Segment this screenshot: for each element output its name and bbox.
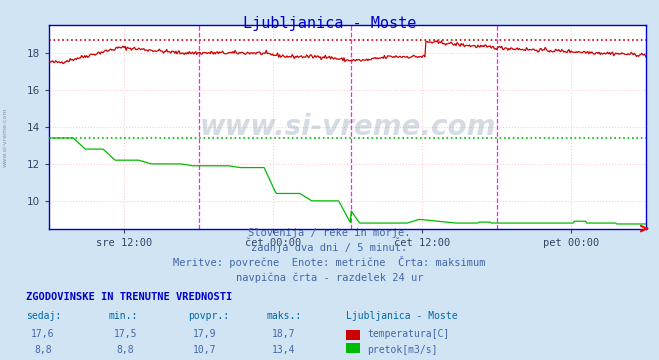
Text: www.si-vreme.com: www.si-vreme.com <box>3 107 8 167</box>
Text: 18,7: 18,7 <box>272 329 295 339</box>
Text: min.:: min.: <box>109 311 138 321</box>
Text: 8,8: 8,8 <box>34 345 51 355</box>
Text: 17,6: 17,6 <box>31 329 55 339</box>
Text: Ljubljanica - Moste: Ljubljanica - Moste <box>243 16 416 31</box>
Text: zadnja dva dni / 5 minut.: zadnja dva dni / 5 minut. <box>251 243 408 253</box>
Text: Slovenija / reke in morje.: Slovenija / reke in morje. <box>248 228 411 238</box>
Text: ZGODOVINSKE IN TRENUTNE VREDNOSTI: ZGODOVINSKE IN TRENUTNE VREDNOSTI <box>26 292 233 302</box>
Text: 8,8: 8,8 <box>117 345 134 355</box>
Text: sedaj:: sedaj: <box>26 311 61 321</box>
Text: povpr.:: povpr.: <box>188 311 229 321</box>
Text: 17,9: 17,9 <box>192 329 216 339</box>
Text: navpična črta - razdelek 24 ur: navpična črta - razdelek 24 ur <box>236 273 423 283</box>
Text: Ljubljanica - Moste: Ljubljanica - Moste <box>346 311 457 321</box>
Text: maks.:: maks.: <box>267 311 302 321</box>
Text: 17,5: 17,5 <box>113 329 137 339</box>
Text: temperatura[C]: temperatura[C] <box>367 329 449 339</box>
Text: 13,4: 13,4 <box>272 345 295 355</box>
Text: Meritve: povrečne  Enote: metrične  Črta: maksimum: Meritve: povrečne Enote: metrične Črta: … <box>173 256 486 268</box>
Text: pretok[m3/s]: pretok[m3/s] <box>367 345 438 355</box>
Text: www.si-vreme.com: www.si-vreme.com <box>200 113 496 141</box>
Text: 10,7: 10,7 <box>192 345 216 355</box>
